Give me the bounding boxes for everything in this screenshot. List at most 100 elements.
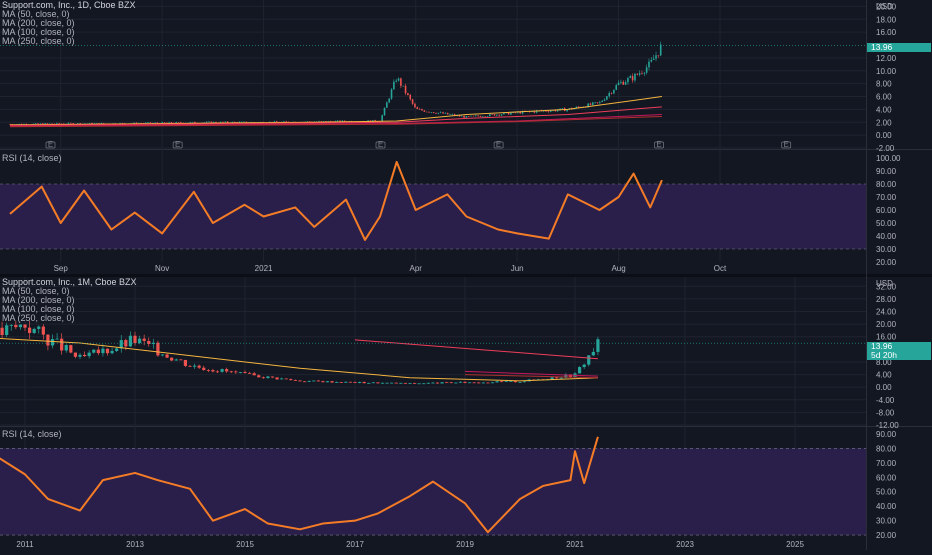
bottom-candle — [32, 328, 36, 333]
top-candle — [484, 116, 486, 118]
top-ma50-line — [9, 96, 662, 126]
top-ma100-legend[interactable]: MA (100, close, 0) — [2, 27, 75, 37]
top-candle — [215, 121, 217, 123]
top-candle — [133, 122, 135, 124]
top-candle — [58, 122, 60, 124]
bottom-candle — [9, 324, 13, 326]
top-candle — [638, 73, 641, 75]
top-candle — [430, 112, 433, 113]
top-candle — [203, 122, 206, 123]
top-price-tick-label: 6.00 — [876, 93, 892, 102]
bottom-candle — [69, 345, 73, 353]
bottom-candle — [18, 324, 23, 328]
bottom-candle — [449, 382, 453, 384]
top-time-tick-label: Jun — [511, 264, 524, 273]
top-candle — [561, 108, 564, 109]
bottom-candle — [225, 369, 229, 372]
top-candle — [51, 123, 53, 125]
top-candle — [451, 114, 454, 115]
bottom-candle — [422, 383, 426, 385]
bottom-candle — [371, 382, 375, 384]
top-ma200-legend[interactable]: MA (200, close, 0) — [2, 18, 75, 28]
bottom-last-price-tag: 13.96 — [867, 342, 931, 351]
top-candle — [467, 116, 470, 117]
bottom-rsi-tick-label: 30.00 — [876, 517, 897, 526]
bottom-ma250-legend[interactable]: MA (250, close, 0) — [2, 313, 75, 323]
bottom-candle — [307, 381, 311, 382]
top-candle — [533, 111, 536, 113]
top-ma250-legend[interactable]: MA (250, close, 0) — [2, 36, 75, 46]
bottom-candle — [325, 381, 330, 383]
bottom-ma200-legend[interactable]: MA (200, close, 0) — [2, 295, 75, 305]
top-candle — [72, 123, 74, 125]
earnings-marker-label: E — [784, 140, 789, 149]
bottom-candle — [316, 380, 320, 382]
top-price-tick-label: 10.00 — [876, 67, 897, 76]
bottom-candle — [302, 381, 307, 383]
top-candle — [446, 112, 449, 115]
bottom-candle — [192, 365, 197, 367]
top-candle — [409, 94, 412, 100]
top-candle — [240, 121, 243, 123]
top-candle — [601, 100, 603, 102]
top-candle — [622, 81, 625, 85]
top-candle — [491, 114, 493, 115]
bottom-ma50-legend[interactable]: MA (50, close, 0) — [2, 286, 70, 296]
bottom-candle — [137, 338, 142, 344]
top-candle — [339, 120, 341, 122]
bottom-candle — [522, 381, 527, 383]
earnings-marker[interactable] — [781, 141, 792, 149]
bottom-candle — [582, 364, 586, 368]
earnings-marker[interactable] — [172, 141, 183, 149]
top-candle — [194, 121, 196, 123]
earnings-marker[interactable] — [654, 141, 664, 149]
chart-separator[interactable] — [0, 274, 932, 277]
bottom-rsi-tick-label: 90.00 — [876, 430, 897, 439]
bottom-candle — [188, 365, 192, 367]
top-ma50-legend[interactable]: MA (50, close, 0) — [2, 9, 70, 19]
top-candle — [308, 121, 311, 123]
top-candle — [470, 115, 472, 117]
top-price-tick-label: 12.00 — [876, 54, 897, 63]
bottom-price-tick-label: -8.00 — [876, 408, 895, 417]
bottom-candle — [119, 340, 123, 349]
top-candle — [500, 114, 503, 116]
top-candle — [631, 76, 634, 81]
bottom-candle — [179, 359, 183, 361]
bottom-ma100-legend[interactable]: MA (100, close, 0) — [2, 304, 75, 314]
top-candle — [56, 122, 58, 124]
bottom-candle — [394, 382, 398, 384]
top-candle — [325, 121, 327, 122]
bottom-candle — [41, 326, 45, 335]
bottom-candle — [257, 375, 261, 378]
bottom-candle — [403, 382, 408, 384]
bottom-candle — [82, 354, 87, 357]
bottom-candle — [87, 352, 91, 357]
top-candle — [386, 102, 388, 108]
top-candle — [477, 115, 479, 117]
top-candle — [329, 121, 332, 122]
top-candle — [444, 112, 447, 114]
bottom-candle — [37, 326, 41, 329]
top-candle — [545, 110, 547, 112]
earnings-marker[interactable] — [375, 141, 386, 149]
bottom-candle — [495, 381, 499, 383]
top-candle — [489, 114, 491, 117]
bottom-candle — [408, 382, 412, 384]
top-candle — [606, 96, 608, 100]
earnings-marker[interactable] — [45, 141, 56, 149]
top-candle — [442, 112, 444, 114]
bottom-rsi-legend[interactable]: RSI (14, close) — [2, 430, 62, 439]
bottom-candle — [280, 378, 284, 380]
top-candle — [425, 111, 428, 113]
bottom-rsi-tick-label: 20.00 — [876, 531, 897, 540]
top-price-tick-label: 4.00 — [876, 105, 892, 114]
bottom-candle — [147, 340, 151, 344]
bottom-candle — [458, 381, 463, 383]
top-candle — [650, 59, 653, 62]
bottom-candle — [211, 370, 215, 372]
earnings-marker[interactable] — [493, 141, 504, 149]
top-rsi-legend[interactable]: RSI (14, close) — [2, 154, 62, 163]
